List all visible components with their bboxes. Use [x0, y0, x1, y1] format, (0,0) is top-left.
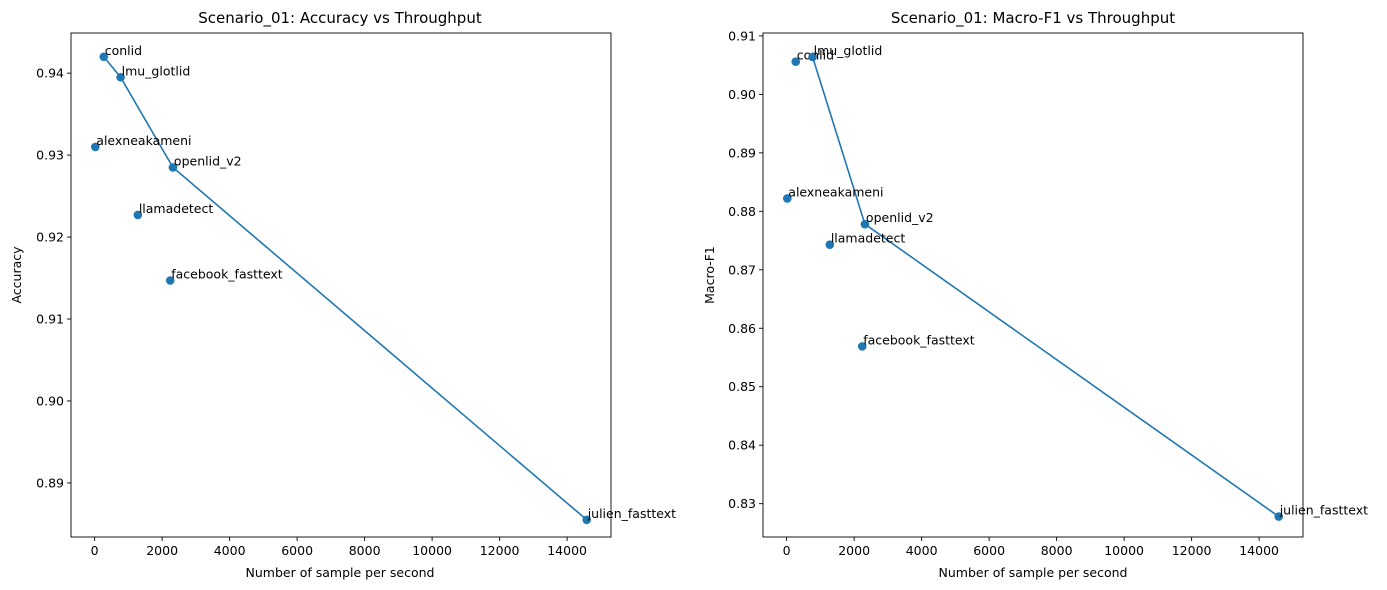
- point-label: julien_fasttext: [1279, 503, 1368, 518]
- point-llamadetect: [133, 210, 143, 220]
- x-tick-label: 4000: [214, 543, 246, 558]
- x-axis-label: Number of sample per second: [939, 565, 1128, 580]
- point-conlid: [791, 57, 801, 66]
- y-tick-label: 0.93: [36, 148, 64, 163]
- y-axis-label: Macro-F1: [702, 246, 717, 304]
- y-tick-label: 0.91: [728, 28, 756, 43]
- x-tick-label: 12000: [1172, 543, 1212, 558]
- macro-f1-chart: Scenario_01: Macro-F1 vs Throughput Numb…: [702, 9, 1368, 580]
- y-tick-label: 0.90: [728, 87, 756, 102]
- y-tick-label: 0.87: [728, 262, 756, 277]
- y-tick-label: 0.89: [728, 145, 756, 160]
- point-julien_fasttext: [1274, 512, 1283, 521]
- point-label: lmu_glotlid: [814, 43, 883, 58]
- point-julien_fasttext: [582, 515, 591, 525]
- accuracy-chart: Scenario_01: Accuracy vs Throughput Numb…: [9, 9, 676, 580]
- point-llamadetect: [825, 240, 835, 249]
- point-label: alexneakameni: [96, 133, 191, 148]
- y-tick-label: 0.85: [728, 379, 756, 394]
- point-label: alexneakameni: [788, 184, 883, 199]
- x-tick-label: 2000: [146, 543, 178, 558]
- point-label: llamadetect: [139, 201, 214, 216]
- y-tick-label: 0.88: [728, 204, 756, 219]
- point-label: facebook_fasttext: [863, 332, 975, 347]
- x-tick-label: 0: [783, 543, 791, 558]
- frontier-line: [103, 56, 588, 521]
- point-conlid: [99, 52, 109, 62]
- point-label: openlid_v2: [174, 153, 242, 168]
- point-alexneakameni: [783, 194, 792, 203]
- point-label: conlid: [105, 43, 142, 58]
- y-tick-label: 0.92: [36, 230, 64, 245]
- chart-title: Scenario_01: Macro-F1 vs Throughput: [891, 9, 1175, 28]
- point-lmu_glotlid: [116, 72, 125, 82]
- point-label: llamadetect: [831, 231, 906, 246]
- x-tick-label: 6000: [281, 543, 313, 558]
- y-axis-label: Accuracy: [9, 246, 24, 304]
- x-tick-label: 10000: [1104, 543, 1144, 558]
- point-lmu_glotlid: [808, 52, 817, 62]
- x-tick-label: 12000: [480, 543, 520, 558]
- x-tick-label: 4000: [906, 543, 938, 558]
- y-tick-label: 0.84: [728, 438, 756, 453]
- plot-frame: [762, 32, 1304, 538]
- point-label: openlid_v2: [866, 210, 934, 225]
- point-openlid_v2: [168, 163, 178, 172]
- x-tick-label: 8000: [349, 543, 381, 558]
- x-tick-label: 6000: [973, 543, 1005, 558]
- x-tick-label: 14000: [547, 543, 587, 558]
- x-tick-label: 10000: [412, 543, 452, 558]
- point-label: julien_fasttext: [587, 506, 676, 521]
- x-tick-label: 14000: [1239, 543, 1279, 558]
- point-label: lmu_glotlid: [122, 63, 191, 78]
- y-tick-label: 0.86: [728, 321, 756, 336]
- plot-frame: [70, 32, 612, 538]
- point-alexneakameni: [91, 142, 100, 152]
- point-facebook_fasttext: [165, 276, 175, 285]
- point-openlid_v2: [860, 219, 870, 229]
- y-tick-label: 0.94: [36, 66, 64, 81]
- y-tick-label: 0.90: [36, 393, 64, 408]
- x-axis-label: Number of sample per second: [246, 565, 435, 580]
- chart-title: Scenario_01: Accuracy vs Throughput: [198, 9, 482, 28]
- point-facebook_fasttext: [857, 342, 867, 351]
- frontier-line: [811, 56, 1280, 518]
- x-tick-label: 0: [91, 543, 99, 558]
- y-tick-label: 0.83: [728, 496, 756, 511]
- y-tick-label: 0.91: [36, 312, 64, 327]
- x-tick-label: 8000: [1041, 543, 1073, 558]
- point-label: facebook_fasttext: [171, 266, 283, 281]
- x-tick-label: 2000: [838, 543, 870, 558]
- y-tick-label: 0.89: [36, 475, 64, 490]
